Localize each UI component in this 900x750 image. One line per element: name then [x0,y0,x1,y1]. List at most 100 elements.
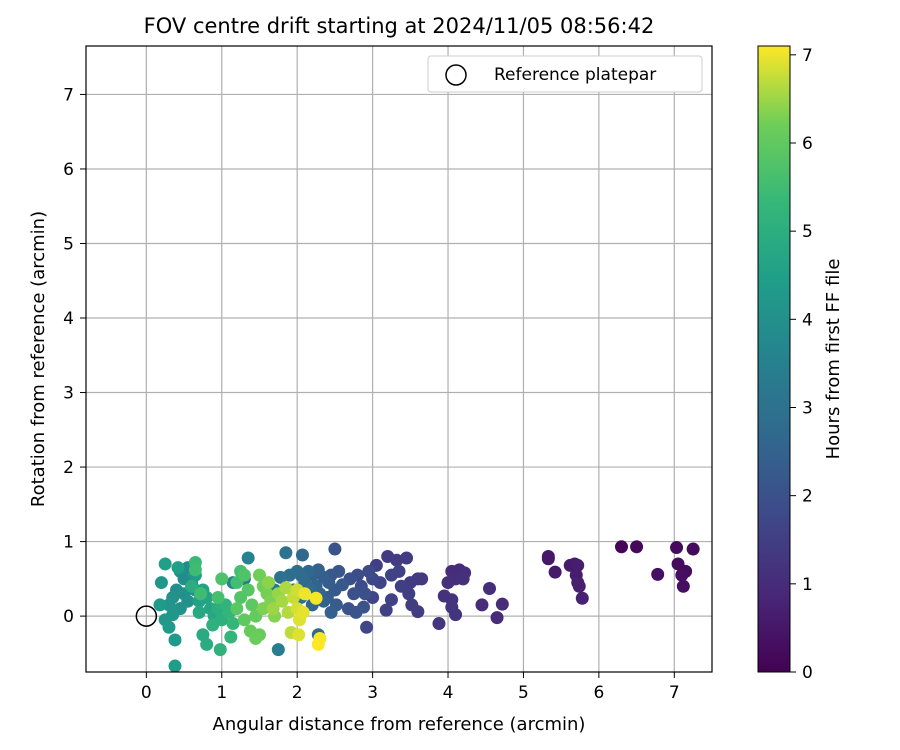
colorbar-tick-label: 2 [802,487,813,507]
scatter-point [572,579,586,593]
y-tick-label: 0 [63,607,74,627]
scatter-point [185,579,199,593]
scatter-point [362,564,376,578]
scatter-point [379,603,393,617]
y-axis-ticks: 0 1 2 3 4 5 6 7 [63,85,86,627]
x-tick-label: 7 [669,683,680,703]
reference-platepar-marker [135,605,158,627]
scatter-point [154,576,168,590]
scatter-point [490,611,504,625]
scatter-point [670,541,684,555]
scatter-point [357,600,371,614]
legend: Reference platepar [427,55,703,93]
legend-reference-label: Reference platepar [494,65,656,85]
scatter-point [215,572,229,586]
scatter-point [400,551,414,565]
scatter-point [324,605,338,619]
scatter-point [266,602,280,616]
scatter-point [575,591,589,605]
scatter-point [252,568,266,582]
scatter-point [262,576,276,590]
scatter-point [188,563,202,577]
scatter-point [630,540,644,554]
scatter-point [168,659,182,673]
scatter-point [296,605,310,619]
scatter-point [311,637,325,651]
scatter-point [162,620,176,634]
scatter-point [360,620,374,634]
x-tick-label: 0 [141,683,152,703]
scatter-point [483,582,497,596]
colorbar-tick-label: 3 [802,398,813,418]
scatter-point [230,602,244,616]
scatter-point [153,598,167,612]
scatter-point [224,630,238,644]
scatter-point [171,561,185,575]
x-tick-label: 1 [216,683,227,703]
scatter-point [548,565,562,579]
y-tick-label: 4 [63,309,74,329]
y-tick-label: 5 [63,234,74,254]
scatter-point [213,643,227,657]
scatter-point [245,598,259,612]
scatter-point [358,587,372,601]
scatter-point [614,540,628,554]
colorbar-tick-label: 7 [802,46,813,66]
scatter-point [275,594,289,608]
scatter-point [432,617,446,631]
scatter-point [274,570,288,584]
scatter-point [456,572,470,586]
scatter-point [675,568,689,582]
grid [86,46,712,672]
scatter-point [226,617,240,631]
scatter-point [206,618,220,632]
scatter-point [279,581,293,595]
scatter-point [415,572,429,586]
colorbar-gradient [757,45,791,673]
y-tick-label: 2 [63,458,74,478]
x-axis-ticks: 0 1 2 3 4 5 6 7 [141,672,680,703]
colorbar-tick-label: 4 [802,310,813,330]
scatter-point [571,558,585,572]
plot-frame [85,45,713,673]
scatter-point [441,576,455,590]
scatter-point [271,643,285,657]
x-tick-label: 6 [593,683,604,703]
colorbar-tick-label: 6 [802,134,813,154]
x-tick-label: 5 [518,683,529,703]
plot-area: 0 1 2 3 4 5 6 7 0 1 2 3 4 5 6 7 [63,45,713,703]
scatter-point [328,542,342,556]
colorbar-label: Hours from first FF file [823,259,844,460]
scatter-point [241,551,255,565]
x-tick-label: 3 [367,683,378,703]
scatter-point [168,633,182,647]
colorbar: 0 1 2 3 4 5 6 7 Hours from first FF file [757,45,844,683]
scatter-point [411,605,425,619]
scatter-point [686,542,700,556]
scatter-point [541,552,555,566]
scatter-point [676,579,690,593]
scatter-point [279,546,293,560]
y-tick-label: 6 [63,160,74,180]
scatter-point [295,548,309,562]
colorbar-ticks: 0 1 2 3 4 5 6 7 [790,46,813,683]
scatter-point [237,568,251,582]
scatter-point [347,587,361,601]
chart-title: FOV centre drift starting at 2024/11/05 … [144,14,655,38]
y-axis-label: Rotation from reference (arcmin) [28,211,49,507]
scatter-point [256,602,270,616]
legend-reference-icon [445,64,467,86]
scatter-point [475,598,489,612]
scatter-point [194,587,208,601]
scatter-point [392,564,406,578]
scatter-point [384,593,398,607]
scatter-point [292,628,306,642]
scatter-point [445,600,459,614]
y-tick-label: 7 [63,85,74,105]
scatter-point [237,613,251,627]
scatter-point [495,597,509,611]
y-tick-label: 1 [63,533,74,553]
scatter-point [211,590,225,604]
x-tick-label: 4 [443,683,454,703]
